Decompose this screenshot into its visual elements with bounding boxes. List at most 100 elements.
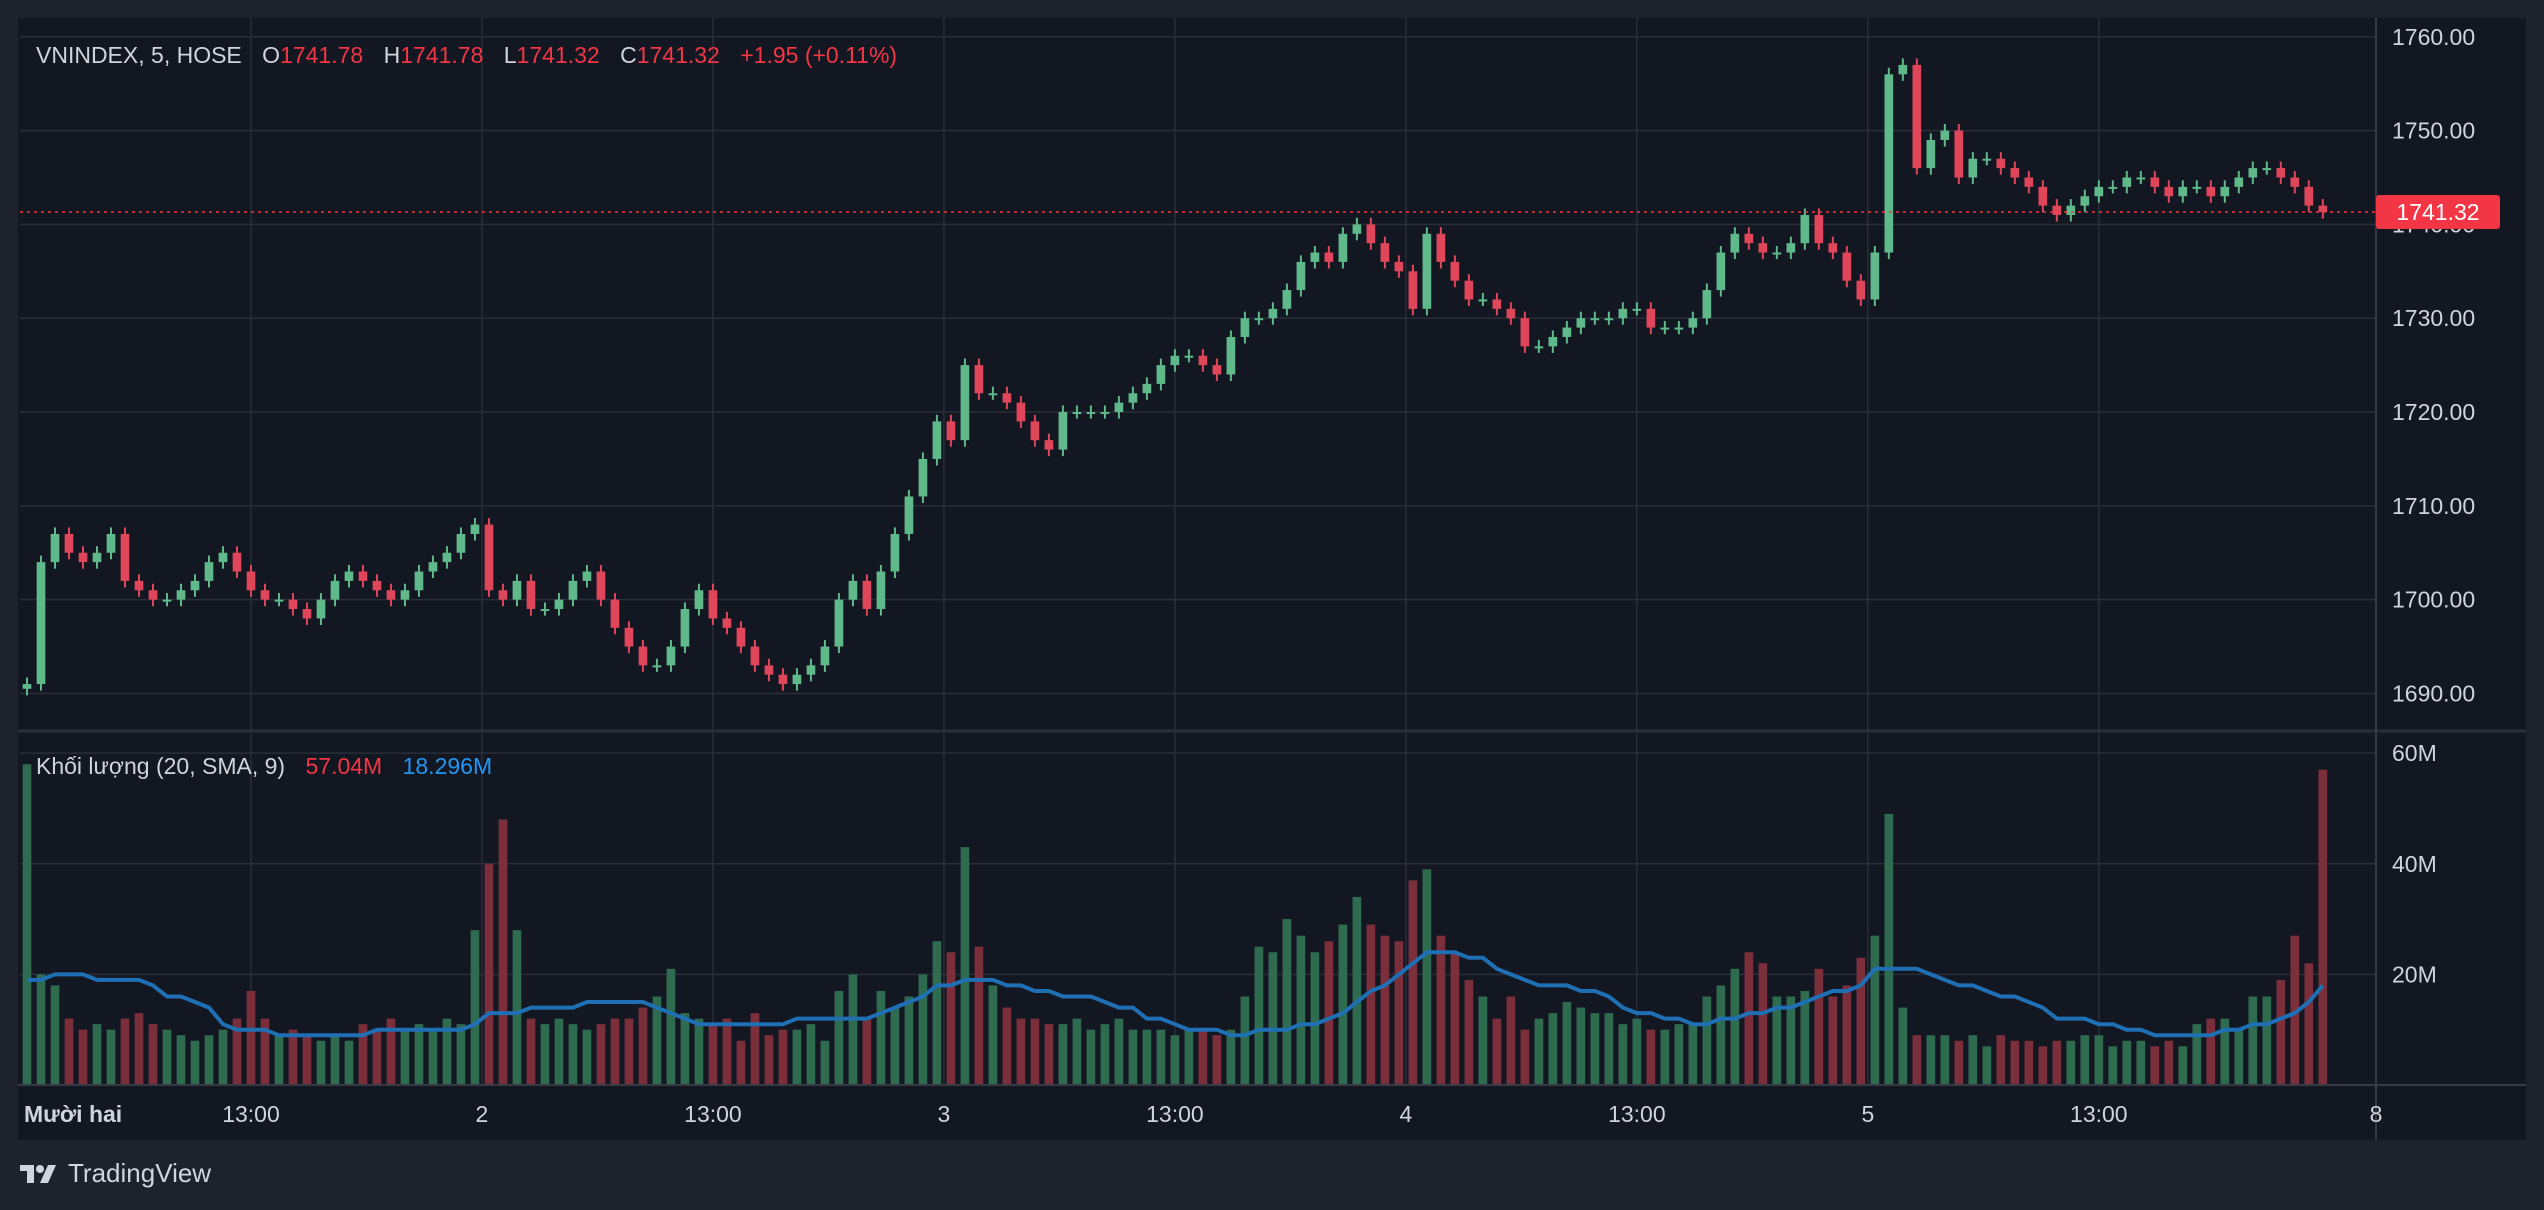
volume-bar — [1996, 1035, 2006, 1085]
candle-body — [260, 590, 270, 600]
candle-body — [918, 458, 928, 497]
volume-bar — [1310, 952, 1320, 1085]
candle-body — [1184, 355, 1194, 358]
volume-bar — [484, 863, 494, 1085]
volume-bar — [596, 1024, 606, 1085]
candle-body — [2178, 186, 2188, 197]
volume-bar — [1660, 1029, 1670, 1085]
candle-body — [232, 552, 242, 572]
candle-body — [1044, 440, 1054, 450]
last-price-label: 1741.32 — [2396, 199, 2479, 225]
volume-bar — [1800, 990, 1810, 1085]
candle-body — [904, 496, 914, 534]
volume-bar — [1422, 869, 1432, 1085]
candle-body — [624, 627, 634, 647]
volume-bar — [2318, 769, 2328, 1085]
volume-bar — [302, 1035, 312, 1085]
volume-bar — [918, 974, 928, 1085]
candle-body — [1954, 130, 1964, 178]
time-tick-label: 5 — [1861, 1101, 1874, 1127]
volume-bar — [92, 1024, 102, 1085]
candle-body — [792, 674, 802, 685]
volume-bar — [1240, 996, 1250, 1085]
candle-body — [2304, 186, 2314, 206]
candle-body — [358, 571, 368, 581]
volume-bar — [428, 1029, 438, 1085]
volume-bar — [890, 1007, 900, 1085]
volume-bar — [1716, 985, 1726, 1085]
volume-bar — [1114, 1018, 1124, 1085]
candle-body — [190, 580, 200, 591]
volume-bar — [246, 990, 256, 1085]
volume-bar — [1562, 1002, 1572, 1085]
candle-body — [218, 552, 228, 563]
candle-body — [344, 571, 354, 581]
volume-bar — [2010, 1040, 2020, 1085]
candle-body — [400, 590, 410, 600]
brand-label: TradingView — [68, 1158, 212, 1188]
volume-bar — [456, 1024, 466, 1085]
candle-body — [1296, 261, 1306, 291]
candle-body — [414, 571, 424, 591]
candle-body — [2052, 205, 2062, 216]
volume-bar — [1408, 880, 1418, 1085]
candle-body — [1688, 318, 1698, 328]
volume-bar — [750, 1013, 760, 1085]
volume-bar — [400, 1029, 410, 1085]
tradingview-logo[interactable]: TradingView — [18, 1158, 211, 1189]
volume-bar — [624, 1018, 634, 1085]
volume-legend-title[interactable]: Khối lượng (20, SMA, 9) — [36, 753, 285, 779]
volume-bar — [134, 1013, 144, 1085]
candle-body — [1590, 318, 1600, 321]
volume-bar — [1254, 946, 1264, 1085]
volume-bar — [1968, 1035, 1978, 1085]
volume-bar — [78, 1029, 88, 1085]
candle-body — [1086, 412, 1096, 415]
candle-body — [2122, 177, 2132, 187]
volume-bar — [1954, 1040, 1964, 1085]
price-tick-label: 1720.00 — [2392, 399, 2475, 425]
volume-bar — [806, 1024, 816, 1085]
volume-bar — [1324, 941, 1334, 1085]
candle-body — [638, 646, 648, 666]
volume-axis[interactable]: 20M 40M 60M — [2392, 740, 2437, 987]
volume-bar — [666, 968, 676, 1085]
time-axis[interactable]: Mười hai 13:00 2 13:00 3 13:00 4 13:00 5 13:00 8 — [24, 1101, 2382, 1127]
candle-body — [1520, 318, 1530, 347]
candle-body — [2248, 168, 2258, 178]
symbol-label[interactable]: VNINDEX, 5, HOSE — [36, 42, 242, 68]
candle-body — [1842, 252, 1852, 281]
high-label: H — [384, 42, 401, 68]
volume-bar — [1296, 935, 1306, 1085]
candle-body — [694, 590, 704, 610]
volume-bar — [1464, 979, 1474, 1085]
candle-body — [1380, 243, 1390, 262]
volume-bar — [1870, 935, 1880, 1085]
volume-bar — [2290, 935, 2300, 1085]
time-tick-label: 2 — [476, 1101, 489, 1127]
volume-bar — [708, 1024, 718, 1085]
volume-bar — [736, 1040, 746, 1085]
volume-bar — [680, 1013, 690, 1085]
candle-body — [484, 524, 494, 591]
candle-body — [1450, 261, 1460, 281]
candle-body — [1786, 243, 1796, 253]
volume-bar — [1492, 1018, 1502, 1085]
ohlc-legend: VNINDEX, 5, HOSE O1741.78 H1741.78 L1741… — [36, 42, 897, 68]
volume-bar — [2276, 979, 2286, 1085]
time-tick-label: 13:00 — [1608, 1101, 1666, 1127]
candle-body — [1422, 233, 1432, 309]
candle-body — [1870, 252, 1880, 300]
volume-bar — [1072, 1018, 1082, 1085]
candle-body — [1100, 412, 1110, 415]
price-tick-label: 1690.00 — [2392, 680, 2475, 706]
candle-body — [722, 618, 732, 628]
candle-body — [1702, 290, 1712, 319]
candle-body — [120, 533, 130, 581]
candle-body — [512, 580, 522, 600]
low-label: L — [504, 42, 517, 68]
candle-body — [1912, 64, 1922, 169]
volume-bar — [568, 1024, 578, 1085]
candle-body — [442, 552, 452, 563]
